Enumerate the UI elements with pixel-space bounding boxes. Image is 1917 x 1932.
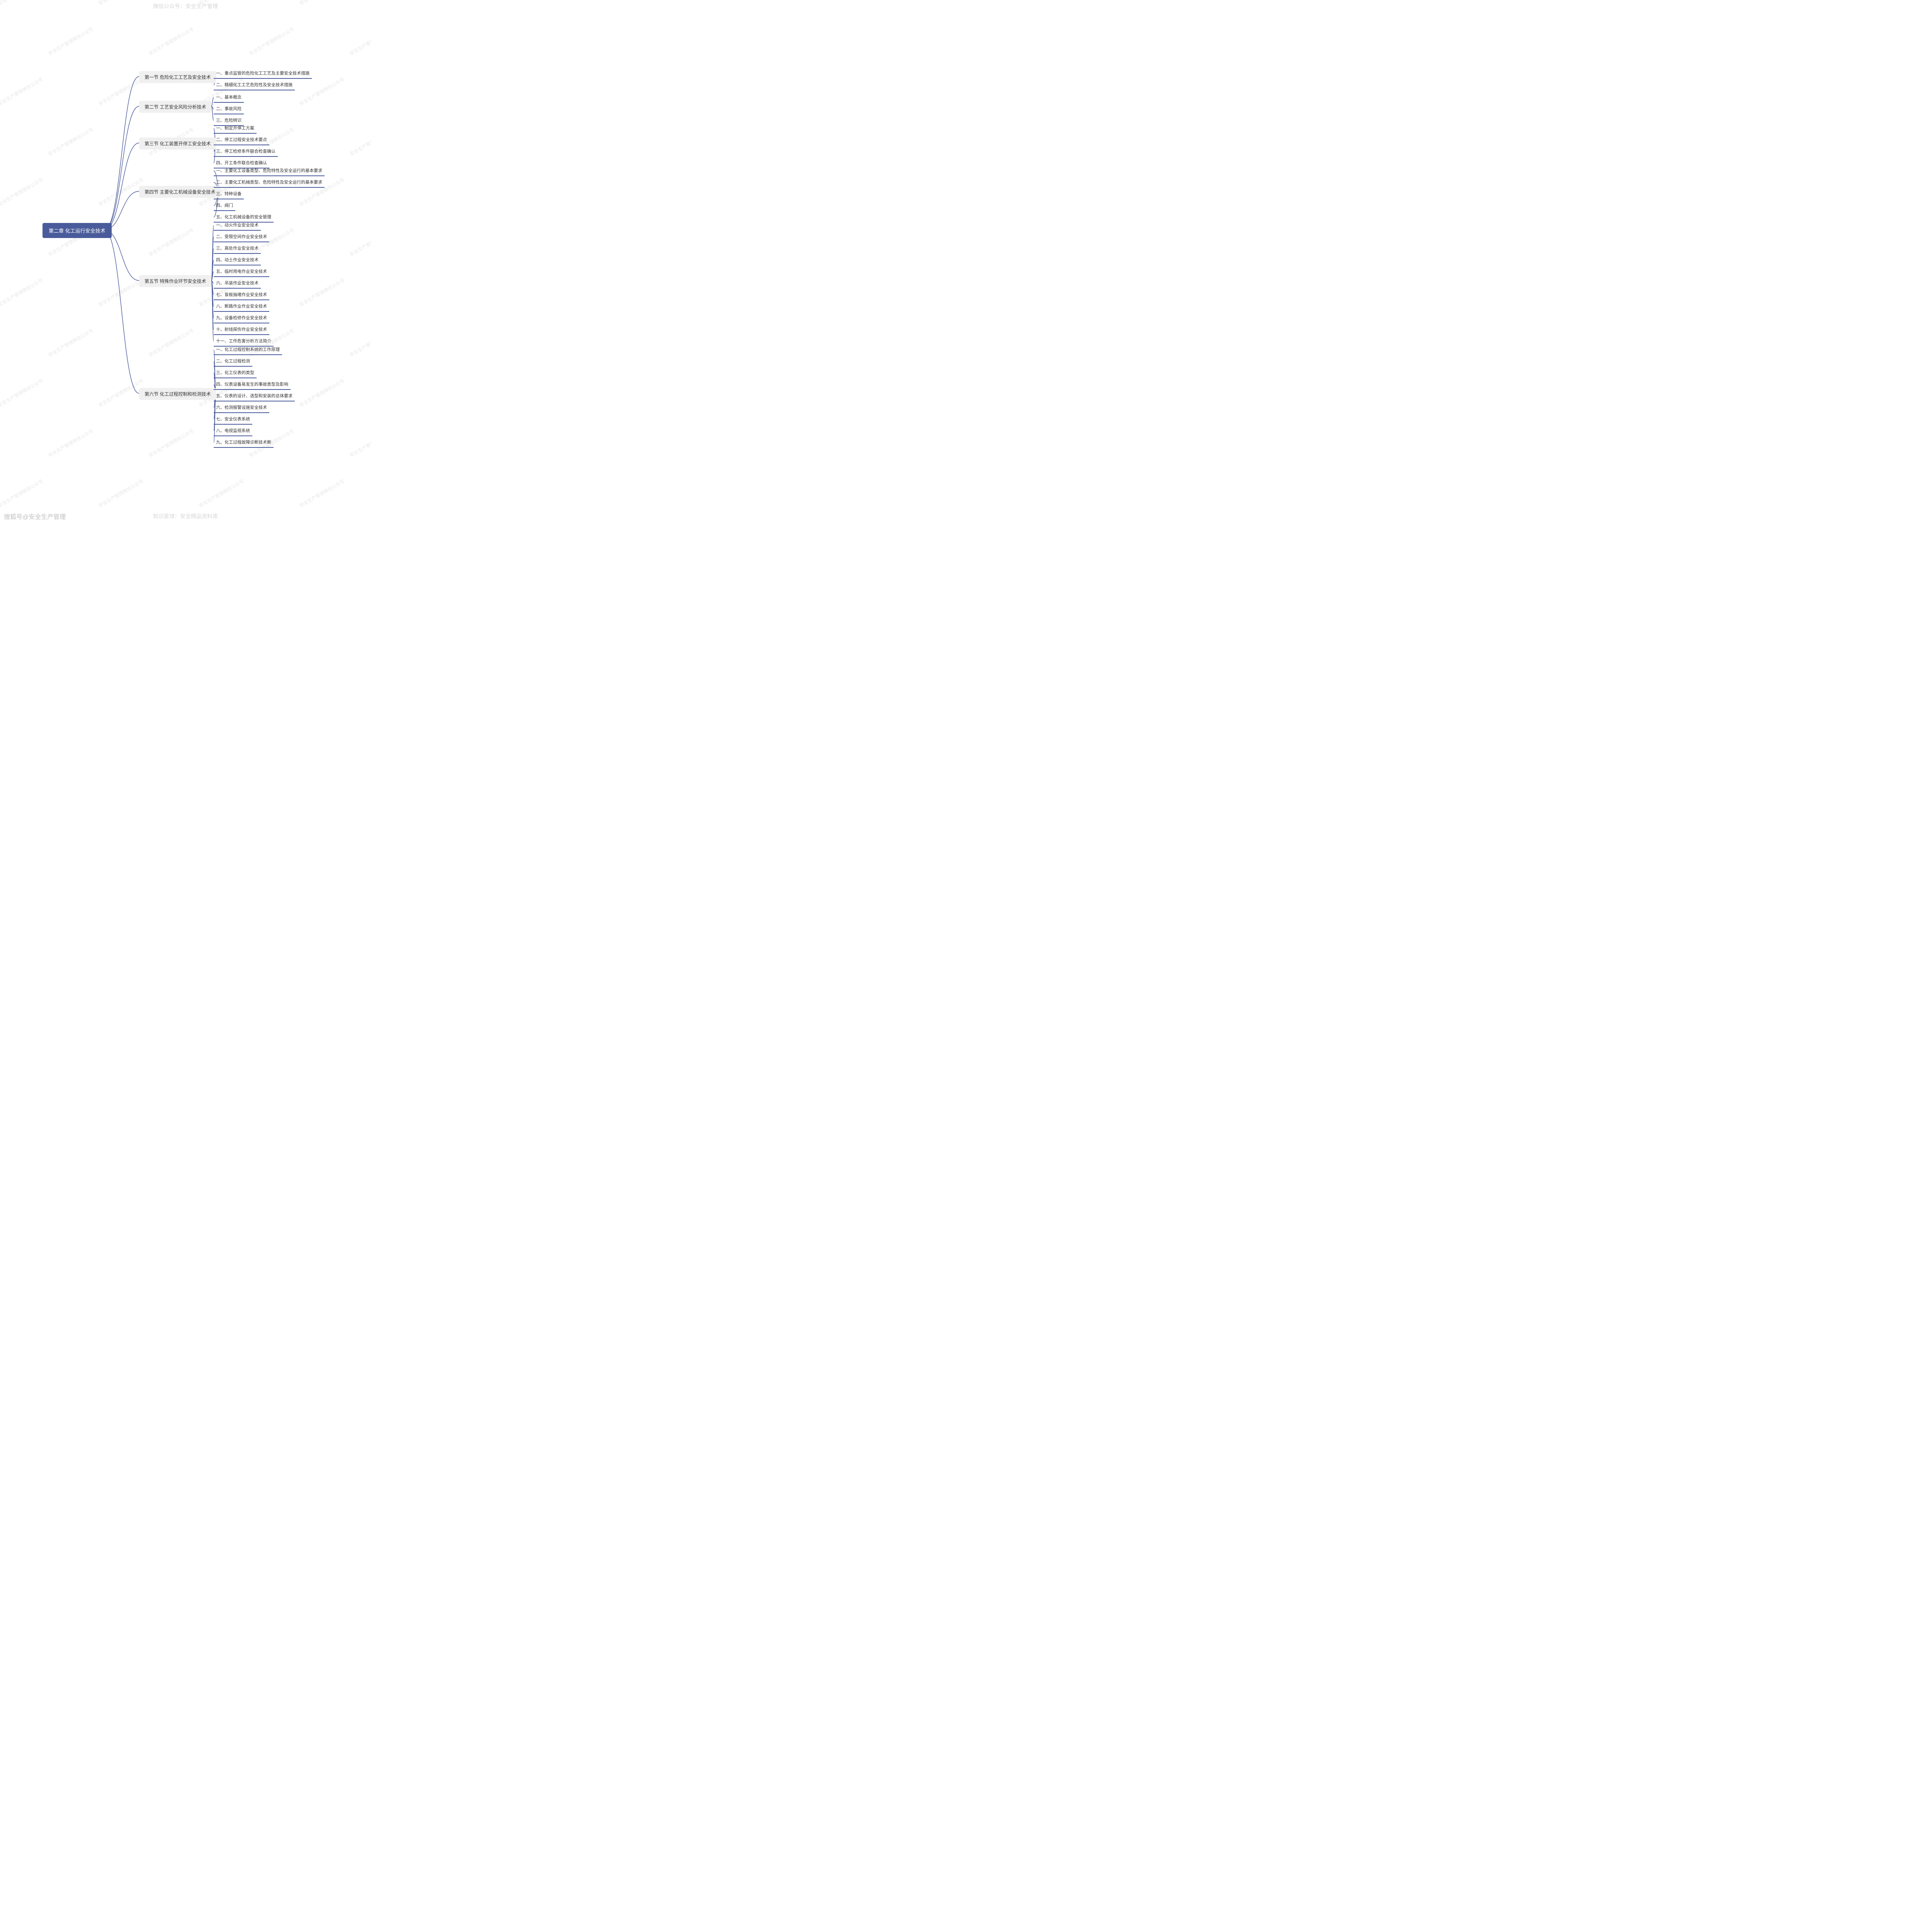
leaf-node: 九、设备检修作业安全技术 [214,313,269,323]
mindmap-canvas: 第二章 化工运行安全技术 第一节 危险化工工艺及安全技术一、重点监管的危险化工工艺… [0,0,371,525]
leaf-node: 三、特种设备 [214,189,244,199]
leaf-node: 六、检测报警设施安全技术 [214,403,269,413]
leaf-node: 二、事故风险 [214,104,244,114]
leaf-node: 二、受限空间作业安全技术 [214,232,269,242]
root-node: 第二章 化工运行安全技术 [43,223,112,238]
leaf-node: 十、射线探伤作业安全技术 [214,325,269,335]
leaf-node: 三、化工仪表的类型 [214,368,257,378]
leaf-node: 五、临时用电作业安全技术 [214,267,269,277]
leaf-node: 一、基本概念 [214,92,244,103]
leaf-node: 一、动火作业安全技术 [214,220,261,231]
leaf-node: 四、阀门 [214,201,235,211]
leaf-node: 三、停工检修条件联合检查确认 [214,146,278,157]
leaf-node: 七、盲板抽堵作业安全技术 [214,290,269,300]
leaf-node: 九、化工过程故障诊断技术断 [214,437,274,448]
leaf-node: 二、化工过程检测 [214,356,252,367]
leaf-node: 四、仪表设备易发生的事故类型及影响 [214,379,291,390]
section-node-3: 第三节 化工装置开停工安全技术 [139,138,216,150]
leaf-node: 八、电视监视系统 [214,426,252,436]
leaf-node: 一、制定开停工方案 [214,123,257,134]
section-node-5: 第五节 特殊作业环节安全技术 [139,275,211,287]
section-node-2: 第二节 工艺安全风险分析技术 [139,101,211,113]
leaf-node: 二、精细化工工艺危险性及安全技术措施 [214,80,295,90]
leaf-node: 一、主要化工设备类型、危险特性及安全运行的基本要求 [214,166,325,176]
leaf-node: 三、高处作业安全技术 [214,243,261,254]
section-node-6: 第六节 化工过程控制和检测技术 [139,388,216,400]
leaf-node: 四、动土作业安全技术 [214,255,261,265]
leaf-node: 五、仪表的设计、选型和安装的总体要求 [214,391,295,401]
section-node-4: 第四节 主要化工机械设备安全技术 [139,186,221,198]
leaf-node: 一、化工过程控制系统的工作原理 [214,345,282,355]
leaf-node: 二、停工过程安全技术要点 [214,135,269,145]
section-node-1: 第一节 危险化工工艺及安全技术 [139,71,216,83]
leaf-node: 七、安全仪表系统 [214,414,252,425]
leaf-node: 八、断路作业作业安全技术 [214,301,269,312]
leaf-node: 六、吊装作业安全技术 [214,278,261,289]
leaf-node: 一、重点监管的危险化工工艺及主要安全技术措施 [214,68,312,79]
leaf-node: 二、主要化工机械类型、危险特性及安全运行的基本要求 [214,177,325,188]
